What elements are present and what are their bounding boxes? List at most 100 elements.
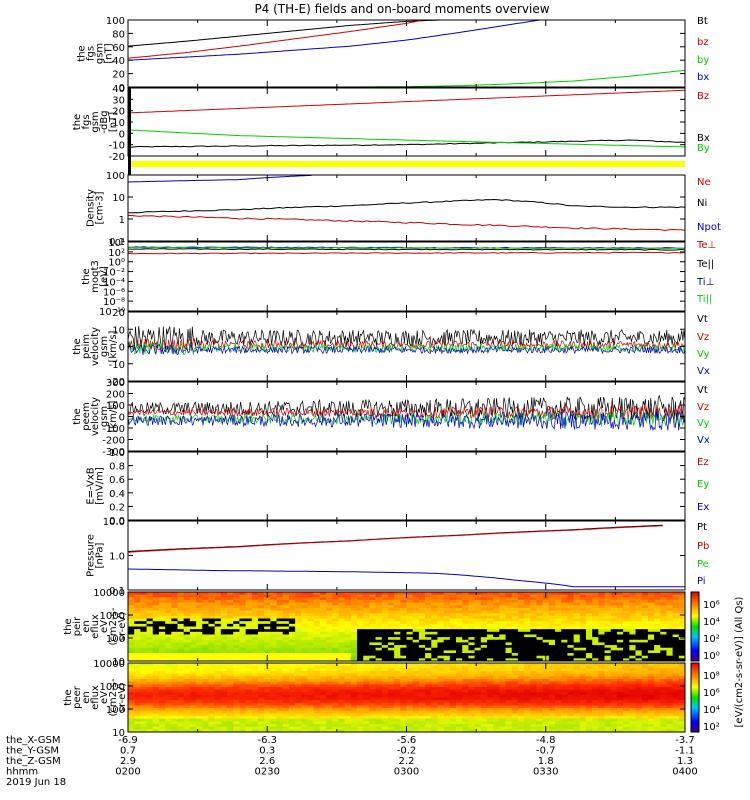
ytick-label: 10⁻¹⁰ xyxy=(99,307,125,318)
colorbar-tick: 10² xyxy=(703,634,720,645)
ephem-value: 0.3 xyxy=(259,746,275,757)
colorbar-tick: 10⁴ xyxy=(703,617,720,628)
legend-density-Npot: Npot xyxy=(697,222,721,233)
ytick-label: 10⁻⁶ xyxy=(103,287,125,298)
ylabel-temperature: themoqt3[eV] xyxy=(81,260,110,293)
ytick-label: 40 xyxy=(112,56,125,67)
ytick-label: 100 xyxy=(106,401,125,412)
series-group-fgs-gsm-dbg xyxy=(128,89,685,148)
ytick-label: 0 xyxy=(119,413,125,424)
ephem-value: 1.8 xyxy=(538,756,554,767)
ylabel-peer-en-eflux: thepeerenefluxeV(cm2-s-sr-eV) xyxy=(63,678,128,716)
frame-density xyxy=(127,174,686,242)
series-peim-velocity-Vy xyxy=(128,340,685,356)
ytick-label: 60 xyxy=(112,43,125,54)
ylabel-line: gsm xyxy=(99,336,110,357)
ephem-label: hhmm xyxy=(6,767,38,778)
legend-peim-velocity-Vx: Vx xyxy=(697,366,710,377)
ylabel-line: the xyxy=(77,45,88,61)
ylabel-line: [nT] xyxy=(104,43,115,63)
panels-group: 100806040200thefgsgsm[nT]Btbzbybx4030201… xyxy=(63,16,745,739)
legend-peem-velocity-Vt: Vt xyxy=(697,385,708,396)
ytick-label: 10000 xyxy=(93,588,125,599)
series-peim-velocity-Vt xyxy=(128,325,685,352)
ytick-label: 0.0 xyxy=(109,516,125,527)
series-peem-velocity-Vz xyxy=(128,405,685,421)
ephem-value: 0300 xyxy=(394,767,419,778)
ytick-label: -10 xyxy=(109,141,125,152)
ylabel-line: Density xyxy=(86,189,97,227)
ephem-value: -5.6 xyxy=(397,735,417,746)
legend-peim-velocity-Vt: Vt xyxy=(697,314,708,325)
colorbar-tick: 10⁶ xyxy=(703,688,720,699)
ytick-label: 10⁻⁴ xyxy=(103,277,125,288)
ylabel-line: fgs xyxy=(81,114,92,129)
spectrogram-peer-en-eflux xyxy=(128,663,685,732)
ylabel-e-field: E=-VxB[mV/m] xyxy=(86,467,106,505)
ylabel-line: eflux xyxy=(90,685,101,710)
ephem-value: 2.6 xyxy=(259,756,275,767)
ytick-label: -200 xyxy=(102,436,125,447)
ephem-value: -0.7 xyxy=(536,746,556,757)
ylabel-line: E=-VxB xyxy=(86,467,97,504)
panel-peim-velocity: 20 10 0 -10 -20 thepeimvelocitygsm[km/s] Vt Vz V… xyxy=(72,308,710,388)
ylabel-line: peem xyxy=(81,402,92,430)
legend-fgs-gsm-dbg-Bz: Bz xyxy=(697,91,709,102)
ylabel-peem-velocity: thepeemvelocitygsm[km/s] xyxy=(72,397,119,436)
legend-density-Ni: Ni xyxy=(697,198,707,209)
ylabel-line: peir xyxy=(72,616,83,636)
series-group-peim-velocity xyxy=(128,325,685,356)
legend-e-field-Ey: Ey xyxy=(697,479,709,490)
series-temperature-Te|| xyxy=(128,248,685,251)
ytick-label: 10⁻² xyxy=(103,268,125,279)
ephem-value: 0230 xyxy=(255,767,280,778)
ytick-label: 0.2 xyxy=(109,502,125,513)
ylabel-line: gsm xyxy=(95,43,106,64)
legend-peem-velocity-Vx: Vx xyxy=(697,435,710,446)
figure-title: P4 (TH-E) fields and on-board moments ov… xyxy=(254,2,549,16)
legend-e-field-Ez: Ez xyxy=(697,457,709,468)
colorbar-tick: 10⁰ xyxy=(703,651,720,662)
legend-fgs-gsm-mag-bz: bz xyxy=(697,37,709,48)
ytick-label: 0.1 xyxy=(109,237,125,248)
ephem-value: 2.2 xyxy=(399,756,415,767)
ytick-label: 1000 xyxy=(100,682,125,693)
legend-peem-velocity-Vz: Vz xyxy=(697,402,709,413)
series-density-Ni xyxy=(128,198,685,214)
ytick-label: 10 xyxy=(112,728,125,739)
ephem-value: -6.9 xyxy=(118,735,138,746)
legend-peim-velocity-Vy: Vy xyxy=(697,349,710,360)
series-group-pressure xyxy=(128,521,685,588)
ylabel-line: [nT] xyxy=(108,112,119,132)
panel-fgs-gsm-mag: 100 80 60 40 20 0 thefgsgsm[nT] Bt bz by bx xyxy=(77,16,710,94)
series-fgs-gsm-dbg-Bx xyxy=(128,139,685,148)
legend-peem-velocity-Vy: Vy xyxy=(697,418,710,429)
ylabel-line: peim xyxy=(81,334,92,359)
colorbar-tick: 10⁶ xyxy=(703,600,720,611)
ytick-label: 1.0 xyxy=(109,552,125,563)
ylabel-line: the xyxy=(72,338,83,354)
ytick-label: 300 xyxy=(106,378,125,389)
legend-fgs-gsm-dbg-Bx: Bx xyxy=(697,133,710,144)
ytick-label: 0.8 xyxy=(109,462,125,473)
colorbar-1 xyxy=(690,662,700,733)
series-group-density xyxy=(128,175,685,232)
ylabel-line: eV xyxy=(99,620,110,633)
ephem-value: -0.2 xyxy=(397,746,417,757)
ephem-label: the_X-GSM xyxy=(6,735,60,746)
gap-marker xyxy=(128,88,131,175)
ylabel-line: [nPa] xyxy=(95,542,106,568)
ephem-value: 0400 xyxy=(672,767,697,778)
ylabel-line: (cm2-s- xyxy=(108,607,119,645)
legend-fgs-gsm-mag-Bt: Bt xyxy=(697,16,708,27)
series-fgs-gsm-mag-Bt xyxy=(128,20,440,47)
ylabel-line: sr-eV) xyxy=(117,683,128,712)
ylabel-line: en xyxy=(81,691,92,704)
panel-peir-en-eflux: 10000 1000 100 10 thepeirenefluxeV(cm2-s-sr-… xyxy=(63,588,686,668)
ylabel-line: [km/s] xyxy=(108,400,119,432)
legend-pressure-Pe: Pe xyxy=(697,559,709,570)
ytick-label: 200 xyxy=(106,390,125,401)
ytick-label: 10 xyxy=(112,657,125,668)
frame-fgs-gsm-mag xyxy=(127,19,686,88)
